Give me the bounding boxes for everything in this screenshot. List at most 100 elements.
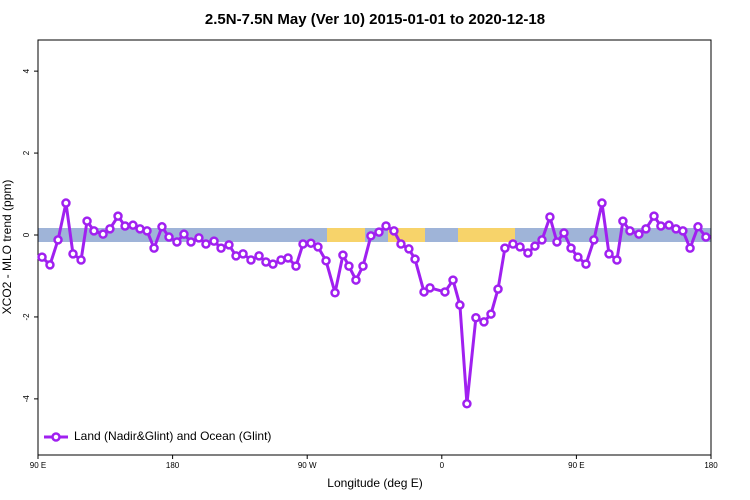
land-band (458, 228, 515, 242)
data-point (537, 235, 547, 245)
data-point (419, 287, 429, 297)
data-point (306, 238, 316, 248)
data-point (120, 221, 130, 231)
data-point (98, 229, 108, 239)
data-point (194, 233, 204, 243)
data-point (216, 243, 226, 253)
data-point (291, 261, 301, 271)
data-point (597, 198, 607, 208)
x-tick-label: 180 (166, 461, 180, 470)
data-point (172, 237, 182, 247)
data-point (128, 220, 138, 230)
y-tick-label: -2 (22, 313, 31, 321)
data-point (113, 211, 123, 221)
data-point (656, 221, 666, 231)
data-point (612, 255, 622, 265)
data-point (649, 211, 659, 221)
data-point (45, 260, 55, 270)
data-point (61, 198, 71, 208)
data-point (358, 261, 368, 271)
data-point (678, 226, 688, 236)
data-point (625, 226, 635, 236)
data-point (448, 275, 458, 285)
data-point (298, 239, 308, 249)
y-tick-label: -4 (22, 395, 31, 403)
data-point (462, 399, 472, 409)
data-point (224, 240, 234, 250)
data-point (164, 232, 174, 242)
data-point (515, 242, 525, 252)
data-point (440, 287, 450, 297)
data-point (559, 228, 569, 238)
data-point (410, 254, 420, 264)
data-point (238, 249, 248, 259)
data-point (581, 259, 591, 269)
data-point (389, 226, 399, 236)
data-point (589, 235, 599, 245)
data-point (523, 248, 533, 258)
legend: Land (Nadir&Glint) and Ocean (Glint) (44, 429, 271, 443)
data-point (566, 243, 576, 253)
x-tick-label: 90 E (30, 461, 46, 470)
legend-marker (51, 432, 61, 442)
data-point (425, 283, 435, 293)
y-tick-label: 4 (22, 68, 31, 73)
data-point (201, 239, 211, 249)
data-point (381, 221, 391, 231)
data-point (186, 237, 196, 247)
legend-label: Land (Nadir&Glint) and Ocean (Glint) (74, 429, 271, 443)
x-tick-label: 180 (704, 461, 718, 470)
data-point (493, 284, 503, 294)
data-point (634, 229, 644, 239)
data-point (105, 224, 115, 234)
data-point (338, 250, 348, 260)
land-band (327, 228, 365, 242)
data-point (157, 222, 167, 232)
data-point (693, 222, 703, 232)
data-point (313, 242, 323, 252)
data-point (82, 216, 92, 226)
y-tick-label: 0 (22, 232, 31, 237)
data-point (68, 249, 78, 259)
data-point (344, 261, 354, 271)
data-point (142, 226, 152, 236)
x-tick-label: 90 W (298, 461, 317, 470)
data-point (76, 255, 86, 265)
data-point (53, 235, 63, 245)
y-tick-label: 2 (22, 150, 31, 155)
data-point (254, 251, 264, 261)
data-point (179, 229, 189, 239)
data-point (701, 232, 711, 242)
data-point (552, 237, 562, 247)
data-point (604, 249, 614, 259)
data-point (396, 239, 406, 249)
data-point (404, 244, 414, 254)
plot-frame (37, 39, 712, 456)
x-tick-label: 90 E (568, 461, 584, 470)
data-point (641, 224, 651, 234)
data-point (366, 231, 376, 241)
data-point (283, 253, 293, 263)
data-point (209, 236, 219, 246)
data-point (89, 226, 99, 236)
data-point (246, 255, 256, 265)
chart-title: 2.5N-7.5N May (Ver 10) 2015-01-01 to 202… (205, 11, 545, 28)
data-point (374, 227, 384, 237)
data-point (330, 288, 340, 298)
data-point (149, 243, 159, 253)
data-point (321, 256, 331, 266)
data-point (37, 252, 47, 262)
data-point (664, 220, 674, 230)
data-point (685, 243, 695, 253)
data-point (500, 243, 510, 253)
y-axis-label: XCO2 - MLO trend (ppm) (0, 180, 14, 315)
data-point (455, 300, 465, 310)
data-point (479, 317, 489, 327)
x-axis-label: Longitude (deg E) (327, 476, 422, 490)
data-point (618, 216, 628, 226)
data-point (486, 309, 496, 319)
x-tick-label: 0 (440, 461, 445, 470)
data-point (268, 259, 278, 269)
